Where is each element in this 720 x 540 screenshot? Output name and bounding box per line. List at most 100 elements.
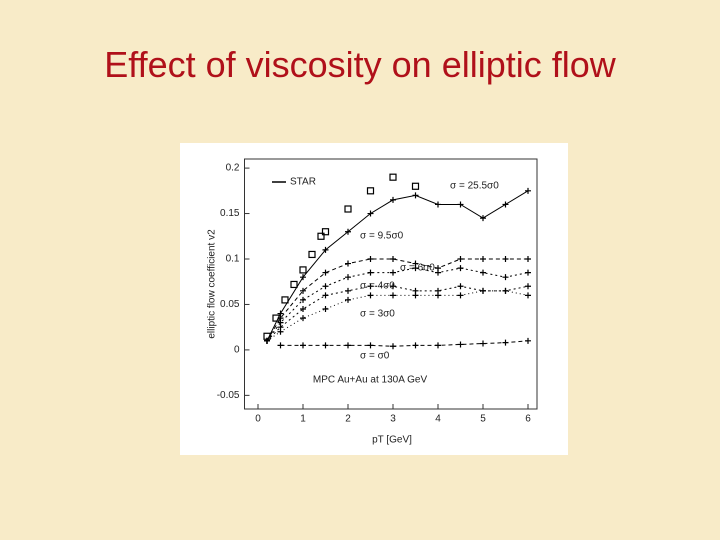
series-label: σ = 3σ0 — [360, 309, 395, 320]
x-tick-label: 6 — [525, 414, 531, 425]
data-point — [502, 287, 509, 294]
data-point — [345, 228, 351, 235]
y-tick-label: -0.05 — [217, 390, 240, 401]
y-tick-label: 0.05 — [220, 299, 240, 310]
data-point — [345, 274, 351, 281]
x-axis-label: pT [GeV] — [372, 435, 412, 446]
data-point — [367, 269, 374, 276]
data-point — [502, 201, 509, 208]
data-point — [308, 250, 316, 259]
data-point — [525, 256, 531, 262]
data-point — [281, 296, 289, 304]
data-point — [390, 256, 396, 262]
data-point — [435, 342, 441, 349]
data-point — [525, 187, 531, 194]
data-point — [412, 265, 419, 272]
series-label: σ = 9.5σ0 — [360, 231, 404, 242]
data-point — [317, 232, 325, 240]
series-label: σ = 25.5σ0 — [450, 181, 499, 192]
data-point — [300, 315, 306, 322]
y-axis-label: elliptic flow coefficient v2 — [207, 229, 218, 339]
data-point — [345, 260, 351, 267]
x-tick-label: 5 — [480, 414, 486, 425]
data-point — [300, 287, 306, 294]
annotation: MPC Au+Au at 130A GeV — [313, 375, 428, 386]
data-point — [412, 292, 419, 299]
data-point — [390, 292, 396, 299]
data-point — [390, 269, 396, 276]
data-point — [264, 337, 270, 344]
data-point — [525, 269, 531, 276]
data-point — [389, 173, 397, 181]
data-point — [322, 292, 329, 299]
data-point — [367, 256, 374, 262]
data-point — [290, 280, 298, 289]
series-line — [280, 340, 529, 347]
data-point — [322, 306, 329, 312]
data-point — [411, 182, 420, 190]
data-point — [480, 340, 486, 347]
legend-label: STAR — [290, 177, 316, 188]
x-tick-label: 4 — [435, 414, 441, 425]
data-point — [322, 269, 329, 276]
data-point — [299, 266, 307, 274]
data-point — [345, 342, 351, 349]
data-point — [300, 306, 306, 312]
data-point — [390, 283, 396, 290]
x-tick-label: 2 — [345, 414, 351, 425]
data-point — [412, 192, 419, 199]
data-point — [480, 256, 486, 262]
data-point — [277, 342, 284, 349]
data-point — [457, 283, 464, 290]
data-point — [367, 210, 374, 217]
plot-frame — [244, 158, 538, 410]
data-point — [502, 274, 509, 281]
data-point — [300, 274, 306, 281]
data-point — [525, 292, 531, 299]
x-tick-label: 3 — [390, 414, 396, 425]
data-point — [480, 287, 486, 294]
data-point — [457, 256, 464, 262]
data-point — [322, 246, 329, 253]
data-point — [457, 265, 464, 272]
data-point — [457, 292, 464, 299]
data-point — [345, 287, 351, 294]
series-label: σ = 6σ0 — [400, 263, 435, 274]
data-point — [344, 205, 352, 213]
data-point — [367, 292, 374, 299]
y-tick-label: 0 — [234, 345, 240, 356]
data-point — [366, 187, 375, 195]
data-point — [277, 328, 284, 335]
y-tick-label: 0.2 — [226, 163, 240, 174]
data-point — [502, 339, 509, 346]
data-point — [300, 296, 306, 303]
data-point — [321, 228, 330, 236]
data-point — [435, 292, 441, 299]
data-point — [435, 269, 441, 276]
data-point — [502, 256, 509, 262]
series-label: σ = 4σ0 — [360, 281, 395, 292]
data-point — [367, 283, 374, 290]
data-point — [435, 201, 441, 208]
data-point — [300, 342, 306, 349]
data-point — [525, 283, 531, 290]
data-point — [390, 196, 396, 203]
data-point — [390, 343, 396, 350]
series-label: σ = σ0 — [360, 351, 390, 362]
data-point — [480, 215, 486, 222]
data-point — [322, 283, 329, 290]
data-point — [457, 201, 464, 208]
data-point — [322, 342, 329, 349]
slide-title: Effect of viscosity on elliptic flow — [104, 44, 616, 85]
data-point — [367, 342, 374, 349]
data-point — [525, 337, 531, 344]
data-point — [412, 342, 419, 349]
data-point — [480, 269, 486, 276]
y-tick-label: 0.1 — [226, 254, 240, 265]
y-tick-label: 0.15 — [220, 208, 240, 219]
x-tick-label: 0 — [255, 414, 261, 425]
data-point — [345, 296, 351, 303]
data-point — [457, 341, 464, 348]
